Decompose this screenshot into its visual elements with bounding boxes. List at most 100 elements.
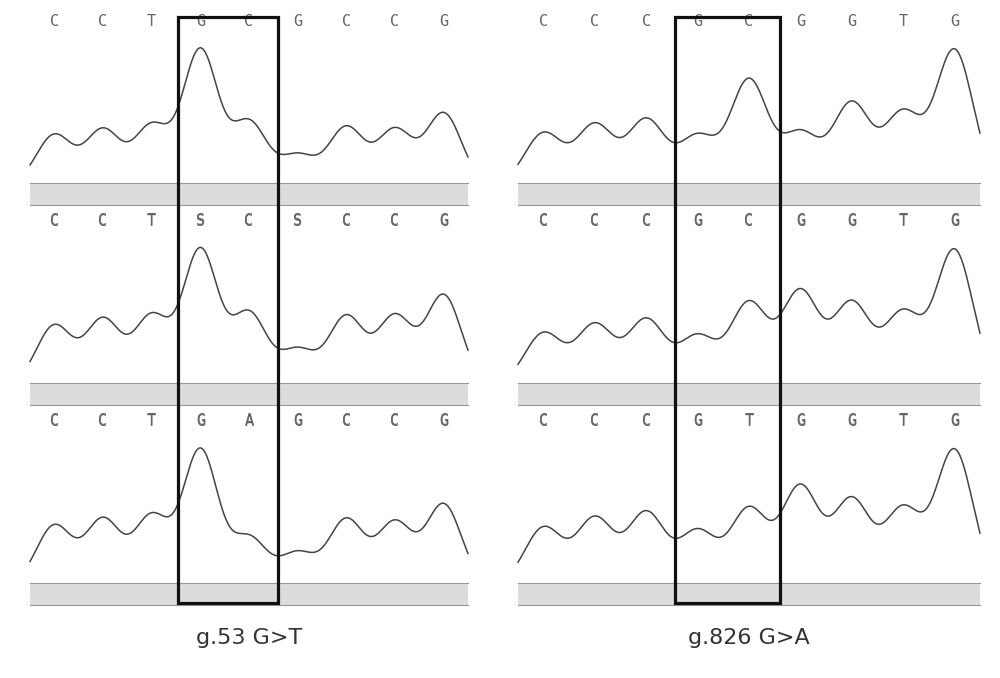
Text: T: T <box>147 413 156 428</box>
Text: T: T <box>898 414 908 428</box>
Text: C: C <box>50 413 59 428</box>
Text: C: C <box>390 214 400 228</box>
Text: C: C <box>539 14 548 28</box>
Text: A: A <box>244 413 254 428</box>
Text: G: G <box>847 214 856 228</box>
Text: C: C <box>98 14 108 28</box>
Bar <box>30 383 468 405</box>
Text: G: G <box>796 214 805 228</box>
Text: G: G <box>439 213 448 228</box>
Text: G: G <box>847 213 856 228</box>
Text: G: G <box>439 414 448 428</box>
Text: T: T <box>898 213 908 228</box>
Text: C: C <box>539 213 548 228</box>
Text: G: G <box>847 14 856 28</box>
Text: G: G <box>439 413 448 428</box>
Text: C: C <box>390 413 400 428</box>
Text: C: C <box>98 214 108 228</box>
Text: T: T <box>898 214 908 228</box>
Bar <box>30 583 468 605</box>
Text: C: C <box>98 413 108 428</box>
Text: C: C <box>342 213 351 228</box>
Text: T: T <box>147 14 156 28</box>
Text: C: C <box>744 14 754 28</box>
Text: C: C <box>244 214 254 228</box>
Text: C: C <box>642 213 651 228</box>
Text: S: S <box>293 213 302 228</box>
Bar <box>518 183 980 205</box>
Text: C: C <box>390 414 400 428</box>
Bar <box>178 16 278 603</box>
Text: C: C <box>390 14 400 28</box>
Bar <box>30 183 468 205</box>
Text: C: C <box>98 414 108 428</box>
Text: G: G <box>196 14 205 28</box>
Text: G: G <box>693 213 702 228</box>
Text: A: A <box>244 414 254 428</box>
Text: T: T <box>898 413 908 428</box>
Text: G: G <box>950 214 959 228</box>
Text: C: C <box>244 213 254 228</box>
Text: C: C <box>744 214 754 228</box>
Text: G: G <box>950 213 959 228</box>
Text: G: G <box>196 413 205 428</box>
Text: g.53 G>T: g.53 G>T <box>196 628 302 648</box>
Bar <box>675 16 780 603</box>
Text: G: G <box>796 213 805 228</box>
Text: C: C <box>744 213 754 228</box>
Bar <box>518 583 980 605</box>
Text: T: T <box>898 14 908 28</box>
Text: G: G <box>847 413 856 428</box>
Text: G: G <box>439 214 448 228</box>
Text: C: C <box>342 214 351 228</box>
Text: G: G <box>693 413 702 428</box>
Text: C: C <box>590 213 600 228</box>
Text: C: C <box>50 414 59 428</box>
Text: G: G <box>950 14 959 28</box>
Text: G: G <box>950 413 959 428</box>
Text: T: T <box>147 214 156 228</box>
Text: G: G <box>796 14 805 28</box>
Text: C: C <box>244 14 254 28</box>
Text: S: S <box>196 213 205 228</box>
Text: C: C <box>539 214 548 228</box>
Text: C: C <box>50 214 59 228</box>
Text: C: C <box>590 413 600 428</box>
Text: C: C <box>642 214 651 228</box>
Text: G: G <box>847 414 856 428</box>
Text: C: C <box>539 414 548 428</box>
Text: C: C <box>98 213 108 228</box>
Text: T: T <box>147 213 156 228</box>
Text: C: C <box>590 14 600 28</box>
Text: G: G <box>439 14 448 28</box>
Text: G: G <box>196 414 205 428</box>
Text: C: C <box>342 414 351 428</box>
Text: G: G <box>950 414 959 428</box>
Bar <box>518 383 980 405</box>
Text: G: G <box>796 413 805 428</box>
Text: S: S <box>293 214 302 228</box>
Text: C: C <box>642 14 651 28</box>
Text: C: C <box>590 414 600 428</box>
Text: G: G <box>693 214 702 228</box>
Text: C: C <box>50 213 59 228</box>
Text: C: C <box>642 413 651 428</box>
Text: C: C <box>50 14 59 28</box>
Text: T: T <box>744 414 754 428</box>
Text: G: G <box>293 14 302 28</box>
Text: T: T <box>744 413 754 428</box>
Text: C: C <box>590 214 600 228</box>
Text: C: C <box>642 414 651 428</box>
Text: G: G <box>693 14 702 28</box>
Text: G: G <box>693 414 702 428</box>
Text: g.826 G>A: g.826 G>A <box>688 628 810 648</box>
Text: G: G <box>796 414 805 428</box>
Text: C: C <box>539 413 548 428</box>
Text: C: C <box>390 213 400 228</box>
Text: G: G <box>293 414 302 428</box>
Text: T: T <box>147 414 156 428</box>
Text: C: C <box>342 14 351 28</box>
Text: C: C <box>342 413 351 428</box>
Text: S: S <box>196 214 205 228</box>
Text: G: G <box>293 413 302 428</box>
